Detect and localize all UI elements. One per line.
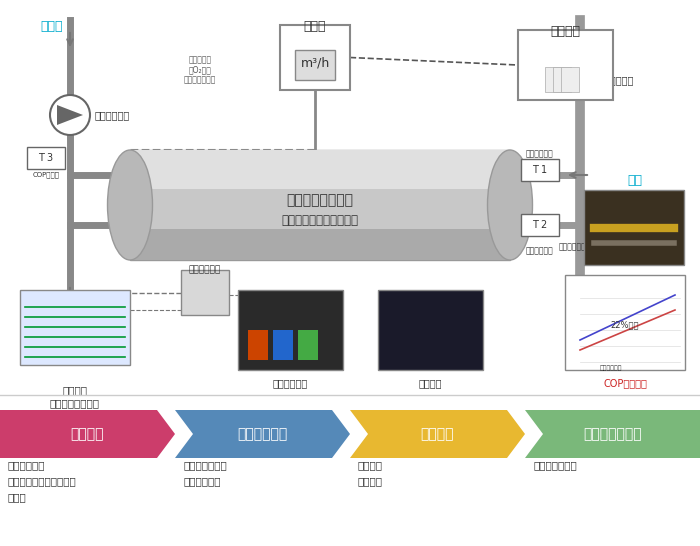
Polygon shape (350, 410, 525, 458)
Polygon shape (57, 105, 83, 125)
Text: T 2: T 2 (533, 220, 547, 230)
Bar (130, 229, 510, 260)
Text: 流量計取付後: 流量計取付後 (617, 273, 652, 283)
Text: 冷却水ポンプ: 冷却水ポンプ (95, 110, 130, 120)
Text: T 3: T 3 (38, 153, 54, 163)
Bar (295, 50, 335, 80)
Text: 計測計画策定: 計測計画策定 (183, 476, 220, 486)
FancyBboxPatch shape (521, 214, 559, 236)
Bar (561, 67, 579, 92)
Text: 冷水: 冷水 (627, 174, 643, 187)
Text: 性能解析
シミュレーション: 性能解析 シミュレーション (50, 385, 100, 408)
Text: 冷却水: 冷却水 (41, 20, 63, 33)
Text: 冷水入口温度: 冷水入口温度 (526, 150, 554, 158)
Text: 依頼内容による: 依頼内容による (183, 460, 227, 470)
Text: 事前現場確認: 事前現場確認 (8, 460, 46, 470)
Bar (248, 330, 267, 360)
Text: 測定機器一式: 測定機器一式 (272, 378, 307, 388)
Text: T 1: T 1 (533, 165, 547, 175)
Bar (181, 270, 229, 315)
Bar (565, 275, 685, 370)
Text: 計測報告書作成: 計測報告書作成 (583, 427, 642, 441)
Text: ナチュラルチラー: ナチュラルチラー (286, 193, 354, 207)
Polygon shape (525, 410, 700, 458)
Bar (237, 290, 342, 370)
Text: 計測計画策定: 計測計画策定 (237, 427, 288, 441)
Text: 22%低下: 22%低下 (610, 321, 639, 329)
Text: COP性能評価: COP性能評価 (603, 378, 647, 388)
Circle shape (50, 95, 90, 135)
Bar (20, 290, 130, 365)
Bar (298, 330, 318, 360)
Text: 測定機器のセッティング: 測定機器のセッティング (8, 476, 77, 486)
Bar (130, 150, 510, 260)
Text: （吸収式冷温水発生機）: （吸収式冷温水発生機） (281, 213, 358, 227)
Bar (517, 30, 612, 100)
Bar (280, 25, 350, 90)
Bar (553, 67, 571, 92)
Text: COP補正用: COP補正用 (32, 171, 60, 179)
Text: 性能確認・評価: 性能確認・評価 (533, 460, 577, 470)
Text: 確認等: 確認等 (8, 492, 27, 502)
Bar (130, 150, 510, 188)
Text: ピーク時: ピーク時 (358, 476, 383, 486)
Text: 初期性能曲線: 初期性能曲線 (600, 365, 622, 371)
Bar (272, 330, 293, 360)
Polygon shape (0, 410, 175, 458)
Text: 超音波熱流量計: 超音波熱流量計 (559, 242, 592, 252)
Text: 冷水ポンプ: 冷水ポンプ (605, 75, 634, 85)
Text: 冷水出口温度: 冷水出口温度 (526, 246, 554, 256)
Ellipse shape (108, 150, 153, 260)
Text: 測定状況: 測定状況 (419, 378, 442, 388)
Text: 中央監視: 中央監視 (550, 25, 580, 38)
FancyBboxPatch shape (27, 147, 65, 169)
Text: データロガー: データロガー (189, 265, 221, 274)
Circle shape (560, 55, 600, 95)
Bar (545, 67, 563, 92)
Bar (584, 190, 684, 265)
Text: 現地調査: 現地調査 (71, 427, 104, 441)
Text: 計測実施: 計測実施 (421, 427, 454, 441)
Text: 流量計: 流量計 (304, 20, 326, 33)
Bar (377, 290, 482, 370)
Bar (0, 0, 700, 390)
Polygon shape (175, 410, 350, 458)
Ellipse shape (487, 150, 533, 260)
Text: 負荷特性: 負荷特性 (358, 460, 383, 470)
Text: 燃ガス分析
（O₂計）
ガス使用の場合: 燃ガス分析 （O₂計） ガス使用の場合 (184, 55, 216, 85)
Text: m³/h: m³/h (300, 56, 330, 69)
FancyBboxPatch shape (521, 159, 559, 181)
Polygon shape (567, 65, 593, 85)
